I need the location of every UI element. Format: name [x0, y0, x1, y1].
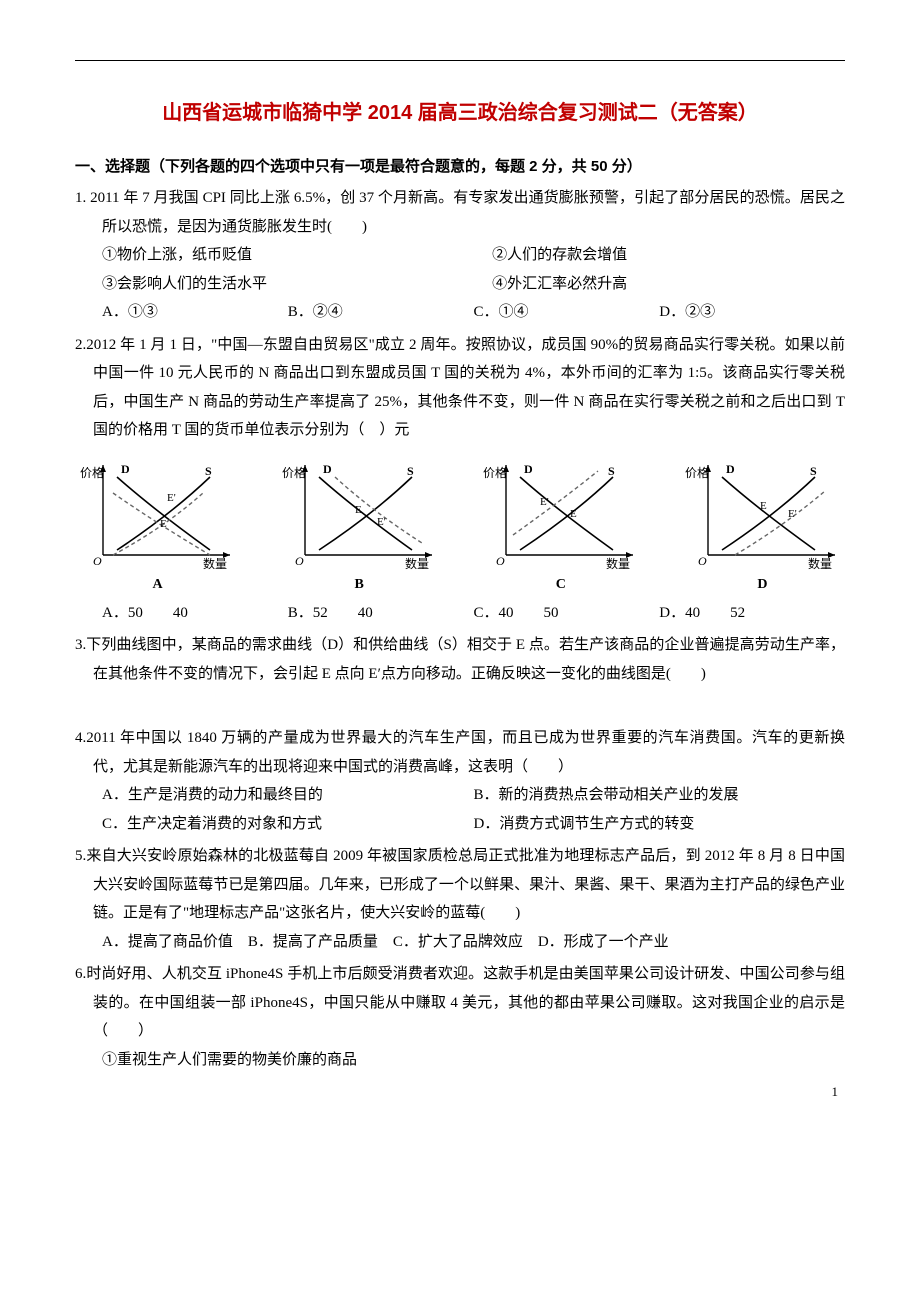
q2-opt-a: A．50 40 — [102, 599, 288, 628]
x-label: 数量 — [405, 556, 429, 571]
e-label: E — [760, 500, 767, 512]
page-number: 1 — [832, 1084, 839, 1100]
q3-stem: 3.下列曲线图中，某商品的需求曲线（D）和供给曲线（S）相交于 E 点。若生产该… — [75, 631, 845, 688]
q6-sub1: ①重视生产人们需要的物美价廉的商品 — [75, 1046, 845, 1075]
x-label: 数量 — [808, 556, 832, 571]
q1-sub1: ①物价上涨，纸币贬值 — [102, 241, 488, 270]
chart-d-label: D — [680, 577, 845, 593]
q1-opt-d: D．②③ — [659, 298, 845, 327]
x-label: 数量 — [203, 556, 227, 571]
s-label: S — [407, 464, 414, 478]
e-label: E — [570, 508, 577, 520]
q1-stem: 1. 2011 年 7 月我国 CPI 同比上涨 6.5%，创 37 个月新高。… — [75, 184, 845, 241]
x-label: 数量 — [606, 556, 630, 571]
eprime-label: E' — [540, 496, 549, 508]
q5-stem: 5.来自大兴安岭原始森林的北极蓝莓自 2009 年被国家质检总局正式批准为地理标… — [75, 842, 845, 928]
question-2: 2.2012 年 1 月 1 日，"中国—东盟自由贸易区"成立 2 周年。按照协… — [75, 331, 845, 445]
q1-sub4: ④外汇汇率必然升高 — [492, 270, 627, 299]
e-label: E — [355, 504, 362, 516]
o-label: O — [295, 554, 304, 568]
q1-sub2: ②人们的存款会增值 — [492, 241, 627, 270]
o-label: O — [698, 554, 707, 568]
s-label: S — [608, 464, 615, 478]
chart-d-svg: D S E E' O 价格 数量 — [680, 455, 845, 575]
chart-a-svg: D S E' E O 价格 数量 — [75, 455, 240, 575]
q4-opt-c: C．生产决定着消费的对象和方式 — [102, 810, 474, 839]
q6-stem: 6.时尚好用、人机交互 iPhone4S 手机上市后颇受消费者欢迎。这款手机是由… — [75, 960, 845, 1046]
page-title: 山西省运城市临猗中学 2014 届高三政治综合复习测试二（无答案） — [75, 96, 845, 125]
e-label: E — [160, 518, 167, 530]
chart-c-label: C — [478, 577, 643, 593]
y-label: 价格 — [282, 465, 306, 480]
eprime-label: E' — [377, 516, 386, 528]
y-label: 价格 — [483, 465, 507, 480]
chart-c: D S E E' O 价格 数量 C — [478, 455, 643, 593]
chart-a: D S E' E O 价格 数量 A — [75, 455, 240, 593]
q4-opt-b: B．新的消费热点会带动相关产业的发展 — [474, 781, 846, 810]
question-3: 3.下列曲线图中，某商品的需求曲线（D）和供给曲线（S）相交于 E 点。若生产该… — [75, 631, 845, 688]
chart-a-label: A — [75, 577, 240, 593]
eprime-label: E' — [788, 508, 797, 520]
q1-opt-b: B．②④ — [288, 298, 474, 327]
d-label: D — [323, 462, 332, 476]
s-label: S — [205, 464, 212, 478]
y-label: 价格 — [80, 465, 104, 480]
o-label: O — [496, 554, 505, 568]
question-1: 1. 2011 年 7 月我国 CPI 同比上涨 6.5%，创 37 个月新高。… — [75, 184, 845, 327]
q4-stem: 4.2011 年中国以 1840 万辆的产量成为世界最大的汽车生产国，而且已成为… — [75, 724, 845, 781]
o-label: O — [93, 554, 102, 568]
d-label: D — [121, 462, 130, 476]
q1-opt-c: C．①④ — [474, 298, 660, 327]
q2-opt-d: D．40 52 — [659, 599, 845, 628]
question-4: 4.2011 年中国以 1840 万辆的产量成为世界最大的汽车生产国，而且已成为… — [75, 724, 845, 838]
q5-opts: A．提高了商品价值 B．提高了产品质量 C．扩大了品牌效应 D．形成了一个产业 — [75, 928, 845, 957]
q1-opt-a: A．①③ — [102, 298, 288, 327]
q2-opt-c: C．40 50 — [474, 599, 660, 628]
chart-d: D S E E' O 价格 数量 D — [680, 455, 845, 593]
d-label: D — [524, 462, 533, 476]
eprime-label: E' — [167, 492, 176, 504]
d-label: D — [726, 462, 735, 476]
s-label: S — [810, 464, 817, 478]
y-label: 价格 — [685, 465, 709, 480]
q2-opt-b: B．52 40 — [288, 599, 474, 628]
chart-b-svg: D S E E' O 价格 数量 — [277, 455, 442, 575]
q1-sub3: ③会影响人们的生活水平 — [102, 270, 488, 299]
q4-opt-d: D．消费方式调节生产方式的转变 — [474, 810, 846, 839]
top-rule — [75, 60, 845, 61]
section-heading: 一、选择题（下列各题的四个选项中只有一项是最符合题意的，每题 2 分，共 50 … — [75, 155, 845, 176]
chart-c-svg: D S E E' O 价格 数量 — [478, 455, 643, 575]
question-6: 6.时尚好用、人机交互 iPhone4S 手机上市后颇受消费者欢迎。这款手机是由… — [75, 960, 845, 1074]
question-5: 5.来自大兴安岭原始森林的北极蓝莓自 2009 年被国家质检总局正式批准为地理标… — [75, 842, 845, 956]
q2-stem: 2.2012 年 1 月 1 日，"中国—东盟自由贸易区"成立 2 周年。按照协… — [75, 331, 845, 445]
chart-b: D S E E' O 价格 数量 B — [277, 455, 442, 593]
chart-row: D S E' E O 价格 数量 A D S E E — [75, 455, 845, 593]
chart-b-label: B — [277, 577, 442, 593]
q4-opt-a: A．生产是消费的动力和最终目的 — [102, 781, 474, 810]
